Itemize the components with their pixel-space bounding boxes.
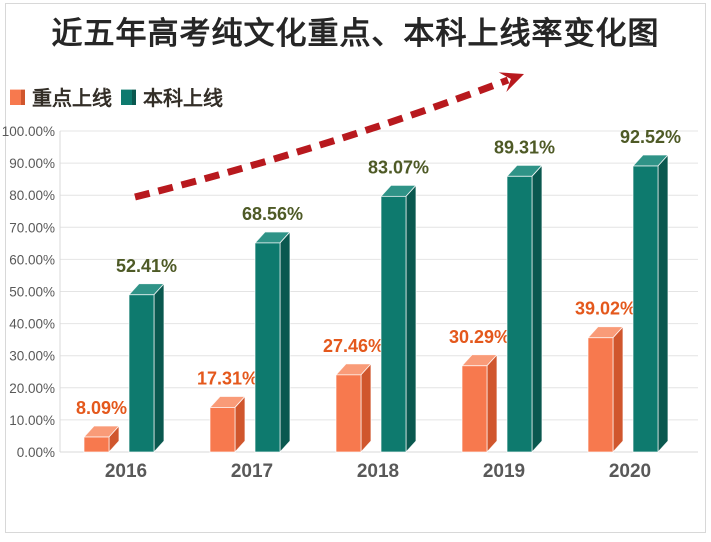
- bar-front-face: [83, 436, 110, 453]
- bar-front-face: [380, 195, 407, 453]
- x-axis-label: 2017: [231, 461, 273, 482]
- bar-3d-重点上线-2019: [461, 353, 498, 454]
- bar-front-face: [461, 365, 488, 453]
- x-axis-label: 2019: [483, 461, 525, 482]
- value-label: 92.52%: [620, 127, 681, 147]
- value-label: 27.46%: [323, 336, 384, 356]
- value-label: 30.29%: [449, 327, 510, 347]
- bar-3d-本科上线-2020: [632, 153, 669, 454]
- bar-3d-重点上线-2018: [335, 362, 372, 454]
- legend-item-1: 本科上线: [121, 82, 223, 111]
- value-label: 17.31%: [197, 368, 258, 388]
- y-axis-tick-label: 80.00%: [9, 188, 55, 203]
- bar-front-face: [587, 337, 614, 453]
- value-label: 52.41%: [116, 256, 177, 276]
- y-axis-tick-label: 0.00%: [17, 445, 55, 460]
- bar-3d-本科上线-2018: [380, 184, 417, 454]
- legend-label: 本科上线: [143, 88, 223, 110]
- bar-3d-重点上线-2020: [587, 325, 624, 454]
- bar-front-face: [254, 242, 281, 453]
- chart-title: 近五年高考纯文化重点、本科上线率变化图: [51, 16, 660, 51]
- bar-3d-本科上线-2016: [128, 282, 165, 454]
- bar-3d-本科上线-2019: [506, 164, 543, 454]
- bar-front-face: [632, 165, 659, 453]
- y-axis-tick-label: 70.00%: [9, 220, 55, 235]
- x-axis-label: 2016: [105, 461, 147, 482]
- value-label: 39.02%: [575, 299, 636, 319]
- x-axis-label: 2018: [357, 461, 399, 482]
- bar-side-face: [486, 353, 498, 454]
- value-label: 68.56%: [242, 204, 303, 224]
- bar-side-face: [657, 153, 669, 454]
- y-axis-tick-label: 100.00%: [2, 124, 55, 139]
- legend-label: 重点上线: [32, 88, 112, 110]
- bar-3d-重点上线-2016: [83, 424, 120, 454]
- trend-arrow-head-icon: [498, 72, 524, 92]
- legend-swatch-icon: [10, 88, 25, 105]
- bar-side-face: [279, 230, 291, 454]
- bar-side-face: [531, 164, 543, 454]
- bar-front-face: [506, 175, 533, 453]
- chart-legend: 重点上线 本科上线: [10, 82, 223, 111]
- y-axis-tick-label: 40.00%: [9, 317, 55, 332]
- y-axis-tick-label: 30.00%: [9, 349, 55, 364]
- legend-swatch-icon: [121, 88, 136, 105]
- bar-front-face: [335, 374, 362, 453]
- y-axis-tick-label: 10.00%: [9, 413, 55, 428]
- bar-side-face: [405, 184, 417, 454]
- bar-side-face: [612, 325, 624, 454]
- y-axis-tick-label: 20.00%: [9, 381, 55, 396]
- value-label: 8.09%: [76, 398, 127, 418]
- value-label: 83.07%: [368, 157, 429, 177]
- legend-item-0: 重点上线: [10, 82, 112, 111]
- trend-arrow-line: [134, 76, 510, 201]
- bar-side-face: [360, 362, 372, 454]
- bar-3d-重点上线-2017: [209, 395, 246, 454]
- y-axis-tick-label: 90.00%: [9, 156, 55, 171]
- x-axis-label: 2020: [609, 461, 651, 482]
- value-label: 89.31%: [494, 137, 555, 157]
- y-axis-tick-label: 60.00%: [9, 252, 55, 267]
- bar-3d-本科上线-2017: [254, 230, 291, 454]
- bar-front-face: [209, 407, 236, 453]
- bar-side-face: [153, 282, 165, 454]
- bar-front-face: [128, 294, 155, 453]
- y-axis-tick-label: 50.00%: [9, 285, 55, 300]
